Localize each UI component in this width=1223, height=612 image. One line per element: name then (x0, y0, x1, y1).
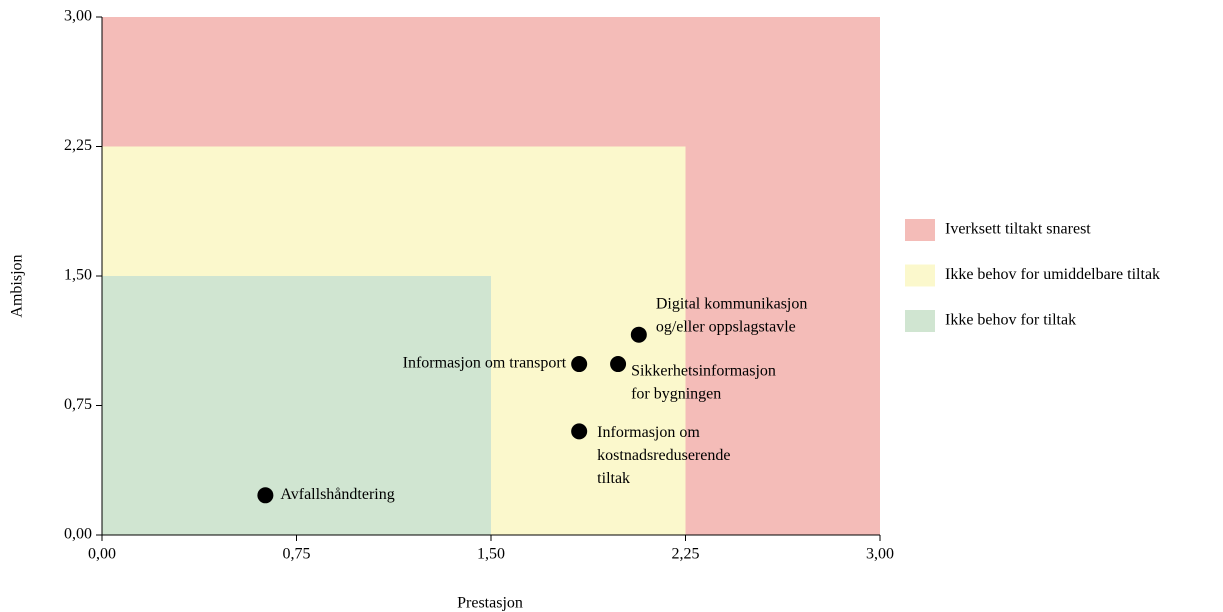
point-label: kostnadsreduserende (597, 447, 730, 464)
x-tick-label: 2,25 (672, 546, 700, 563)
legend-swatch (905, 264, 935, 287)
point-label: Informasjon om transport (403, 355, 567, 372)
y-tick-label: 0,00 (64, 526, 92, 543)
legend-swatch (905, 310, 935, 332)
point (630, 326, 647, 343)
legend-swatch (905, 219, 935, 241)
point-label: Digital kommunikasjon (656, 295, 808, 312)
x-tick-label: 1,50 (477, 546, 505, 563)
point-label: og/eller oppslagstavle (656, 318, 796, 335)
region (102, 276, 491, 535)
point-label: for bygningen (631, 386, 721, 403)
x-axis-title: Prestasjon (457, 595, 523, 612)
point-label: Sikkerhetsinformasjon (631, 363, 776, 380)
y-tick-label: 2,25 (64, 137, 92, 154)
legend-label: Iverksett tiltakt snarest (945, 221, 1091, 238)
y-axis-title: Ambisjon (9, 254, 26, 317)
point (257, 487, 274, 504)
point (571, 356, 588, 373)
y-tick-label: 3,00 (64, 8, 92, 25)
point (610, 356, 627, 373)
legend-label: Ikke behov for umiddelbare tiltak (945, 266, 1160, 283)
x-tick-label: 0,75 (283, 546, 311, 563)
y-tick-label: 0,75 (64, 396, 92, 413)
y-tick-label: 1,50 (64, 267, 92, 284)
point (571, 423, 588, 440)
legend-label: Ikke behov for tiltak (945, 312, 1076, 329)
point-label: Avfallshåndtering (280, 486, 394, 503)
point-label: Informasjon om (597, 424, 700, 441)
x-tick-label: 3,00 (866, 546, 894, 563)
point-label: tiltak (597, 470, 630, 487)
x-tick-label: 0,00 (88, 546, 116, 563)
